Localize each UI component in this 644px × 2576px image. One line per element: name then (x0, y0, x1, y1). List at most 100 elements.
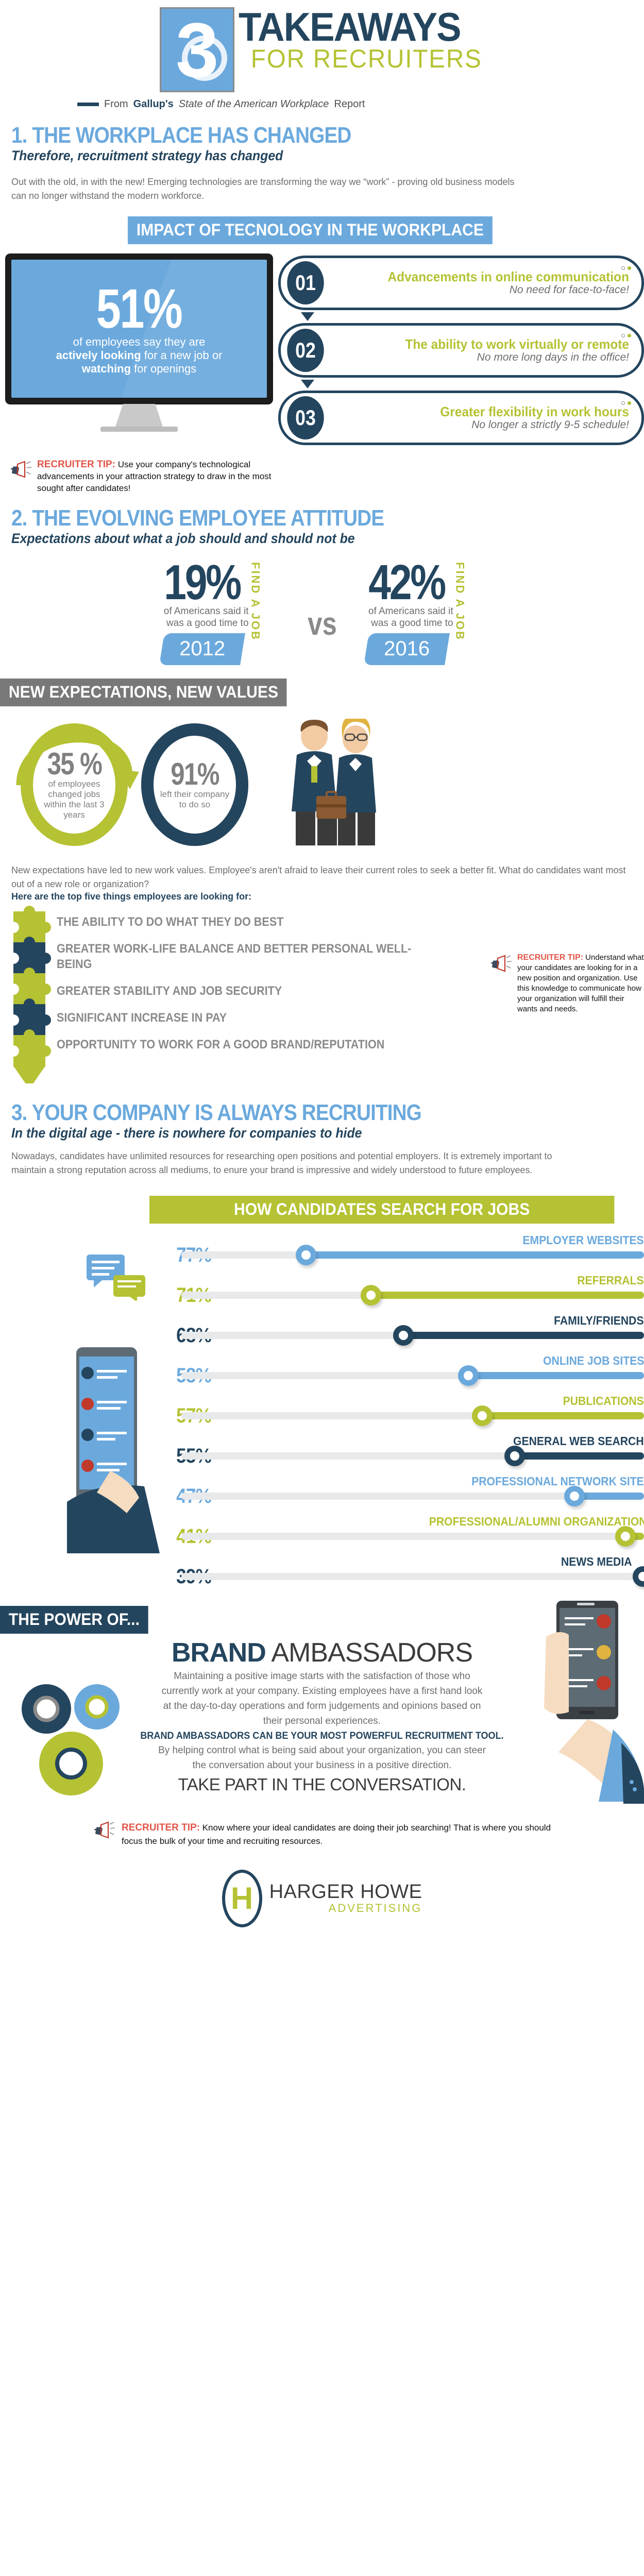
tech-card-title: Greater flexibility in work hours (440, 404, 629, 419)
monitor-line-3-bold: watching (81, 362, 131, 375)
page-title: TAKEAWAYS (239, 4, 462, 49)
slider-label: REFERRALS (577, 1274, 644, 1287)
slider-row[interactable]: 57% PUBLICATIONS (0, 1395, 644, 1436)
section-2: 2. THE EVOLVING EMPLOYEE ATTITUDE Expect… (0, 494, 644, 547)
year-badge-2016-text: 2016 (384, 637, 430, 660)
slider-rows: 77% EMPLOYER WEBSITES 71% REFERRALS 68% (0, 1234, 644, 1597)
slider-row[interactable]: 41% PROFESSIONAL/ALUMNI ORGANIZATION (0, 1515, 644, 1556)
slider-row[interactable]: 71% REFERRALS (0, 1274, 644, 1315)
slider-label: ONLINE JOB SITES (543, 1354, 644, 1367)
tech-card-number: 02 (287, 329, 324, 372)
power-banner-row: THE POWER OF... (0, 1606, 644, 1634)
slider-fill (306, 1251, 644, 1259)
slider-track[interactable]: EMPLOYER WEBSITES (181, 1234, 644, 1265)
tech-card[interactable]: 03 Greater flexibility in work hours No … (278, 391, 644, 445)
monitor-line-2-rest: for a new job or (141, 349, 223, 362)
harger-howe-logo[interactable]: H HARGER HOWE ADVERTISING (0, 1870, 644, 1927)
slider-label: EMPLOYER WEBSITES (522, 1233, 644, 1247)
find-a-job-label: FIND A JOB (453, 562, 467, 641)
slider-track[interactable]: REFERRALS (181, 1274, 644, 1306)
slider-track[interactable]: PROFESSIONAL NETWORK SITE (181, 1475, 644, 1506)
tech-card[interactable]: 01 Advancements in online communication … (278, 256, 644, 310)
section-1-body: Out with the old, in with the new! Emerg… (11, 177, 515, 201)
vs-comparison: 19% of Americans said it was a good time… (0, 555, 644, 665)
slider-knob[interactable] (361, 1285, 382, 1306)
slider-track[interactable]: ONLINE JOB SITES (181, 1354, 644, 1386)
power-banner: THE POWER OF... (0, 1606, 148, 1634)
tech-card[interactable]: 02 The ability to work virtually or remo… (278, 323, 644, 378)
stat-2012-desc-1: of Americans said it (163, 606, 249, 617)
stat-2012-percent: 19% (164, 555, 242, 610)
brand-ambassadors-copy-2: By helping control what is being said ab… (158, 1745, 486, 1771)
slider-knob[interactable] (457, 1365, 479, 1386)
list-item: GREATER WORK-LIFE BALANCE AND BETTER PER… (57, 942, 412, 971)
section-3-subheading: In the digital age - there is nowhere fo… (11, 1125, 362, 1141)
recruiter-tip-3-text: RECRUITER TIP: Know where your ideal can… (122, 1821, 551, 1848)
circle-91-desc: left their company to do so (160, 789, 230, 809)
puzzle-piece (8, 1029, 51, 1067)
new-values-banner-row: NEW EXPECTATIONS, NEW VALUES (0, 679, 644, 706)
puzzle-column (8, 906, 52, 1083)
circle-91: 91% left their company to do so (141, 723, 248, 846)
slider-row[interactable]: 55% GENERAL WEB SEARCH (0, 1435, 644, 1476)
section-1: 1. THE WORKPLACE HAS CHANGED Therefore, … (0, 110, 644, 203)
list-item: OPPORTUNITY TO WORK FOR A GOOD BRAND/REP… (57, 1038, 385, 1052)
logo-company-name: HARGER HOWE (269, 1881, 422, 1903)
slider-label: PROFESSIONAL/ALUMNI ORGANIZATION (429, 1515, 644, 1528)
brand-ambassadors-section: THE POWER OF... (0, 1601, 644, 1927)
slider-row[interactable]: 58% ONLINE JOB SITES (0, 1354, 644, 1396)
recruiter-tip-2-body: Understand what your candidates are look… (517, 953, 644, 1013)
slider-label: NEWS MEDIA (561, 1555, 632, 1568)
tech-card-text: Advancements in online communication No … (327, 269, 632, 296)
recruiter-tip-2-wrap: RECRUITER TIP: Understand what your cand… (489, 911, 644, 1083)
arrow-down-icon (301, 380, 314, 388)
slider-label: FAMILY/FRIENDS (554, 1314, 644, 1327)
slider-knob[interactable] (564, 1486, 585, 1506)
slider-label: GENERAL WEB SEARCH (513, 1434, 644, 1448)
circle-35-desc: of employees changed jobs within the las… (44, 778, 105, 820)
find-a-job-label: FIND A JOB (249, 562, 262, 641)
slider-knob[interactable] (504, 1446, 525, 1466)
slider-row[interactable]: 68% FAMILY/FRIENDS (0, 1314, 644, 1355)
slider-fill (514, 1452, 644, 1460)
logo-number-badge: 3 (160, 7, 235, 92)
slider-row[interactable]: 47% PROFESSIONAL NETWORK SITE (0, 1475, 644, 1516)
slider-knob[interactable] (615, 1526, 636, 1547)
list-item: THE ABILITY TO DO WHAT THEY DO BEST (57, 915, 284, 929)
employee-wants-list: THE ABILITY TO DO WHAT THEY DO BEST GREA… (57, 911, 484, 1083)
monitor-base (100, 427, 178, 432)
slider-track[interactable]: GENERAL WEB SEARCH (181, 1435, 644, 1466)
arrow-down-icon (301, 312, 314, 321)
stat-2012: 19% of Americans said it was a good time… (156, 555, 283, 665)
slider-knob[interactable] (633, 1566, 644, 1587)
puzzle-piece (8, 998, 51, 1036)
list-item: GREATER STABILITY AND JOB SECURITY (57, 984, 282, 998)
paint-drip-icon (13, 1066, 45, 1083)
slider-label: PROFESSIONAL NETWORK SITE (471, 1475, 644, 1488)
tech-card-number: 03 (287, 396, 324, 439)
slider-fill (482, 1412, 644, 1419)
header: 3 TAKEAWAYS FOR RECRUITERS (0, 0, 644, 92)
slider-knob[interactable] (393, 1325, 414, 1346)
slider-knob[interactable] (296, 1245, 317, 1265)
recruiter-tip-1-text: RECRUITER TIP: Use your company's techno… (37, 459, 287, 494)
monitor-line-2: actively looking for a new job or (56, 349, 223, 362)
tech-card-sub: No need for face-to-face! (509, 284, 629, 296)
tech-banner: IMPACT OF TECNOLOGY IN THE WORKPLACE (128, 216, 493, 244)
chart-banner-row: HOW CANDIDATES SEARCH FOR JOBS (0, 1196, 644, 1224)
section-3-body: Nowadays, candidates have unlimited reso… (11, 1151, 552, 1175)
recruiter-tip-2-text: RECRUITER TIP: Understand what your cand… (517, 953, 644, 1014)
circle-91-percent: 91% (171, 756, 219, 791)
slider-knob[interactable] (471, 1405, 493, 1426)
business-people-illustration (267, 715, 416, 850)
slider-track[interactable]: PROFESSIONAL/ALUMNI ORGANIZATION (181, 1515, 644, 1547)
slider-row[interactable]: 77% EMPLOYER WEBSITES (0, 1234, 644, 1275)
slider-track[interactable]: FAMILY/FRIENDS (181, 1314, 644, 1346)
vs-label: vs (307, 606, 337, 642)
slider-row[interactable]: 39% NEWS MEDIA (0, 1555, 644, 1597)
recruiter-tip-2: RECRUITER TIP: Understand what your cand… (489, 953, 644, 1014)
tech-card-sub: No longer a strictly 9-5 schedule! (471, 419, 629, 431)
slider-track[interactable]: NEWS MEDIA (181, 1555, 644, 1587)
source-credit: From Gallup's State of the American Work… (77, 98, 644, 110)
slider-track[interactable]: PUBLICATIONS (181, 1395, 644, 1426)
